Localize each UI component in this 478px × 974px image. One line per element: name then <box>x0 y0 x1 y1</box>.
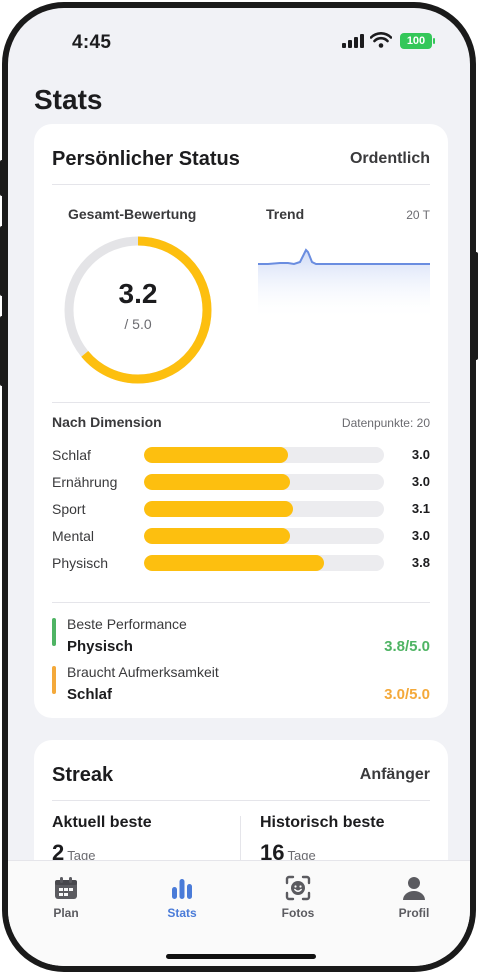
person-icon <box>403 877 425 900</box>
page-title: Stats <box>34 84 103 115</box>
dimension-value: 3.8 <box>411 555 430 570</box>
dimension-value: 3.1 <box>411 501 430 516</box>
tab-label: Fotos <box>281 906 315 920</box>
overall-rating-ring: 3.2 / 5.0 <box>60 232 216 388</box>
historic-streak: Historisch beste 16 Tage <box>260 814 384 866</box>
trend-line <box>258 248 430 266</box>
dimension-bar-track <box>144 447 384 463</box>
ring-progress <box>64 236 212 384</box>
streak-level-badge: Anfänger <box>359 766 430 783</box>
dimension-label-text: Physisch <box>52 555 109 571</box>
current-streak: Aktuell beste 2 Tage <box>52 814 152 866</box>
best-performance: Beste Performance Physisch 3.8/5.0 <box>52 616 430 664</box>
attention-score: 3.0/5.0 <box>384 686 430 703</box>
trend-area <box>258 250 430 320</box>
signal-icon <box>342 34 364 48</box>
screen: 4:45 100 Stats Persönlicher Status Orden… <box>8 8 470 966</box>
dimension-value: 3.0 <box>411 474 430 489</box>
attention-dimension-name: Schlaf <box>67 686 113 703</box>
home-indicator[interactable] <box>166 954 316 959</box>
dimension-row-sport: Sport 3.1 <box>52 498 430 520</box>
dimension-label-text: Schlaf <box>52 447 91 463</box>
dimension-value: 3.0 <box>411 447 430 462</box>
dimension-row-physisch: Physisch 3.8 <box>52 552 430 574</box>
calendar-icon <box>55 877 77 899</box>
tab-fotos[interactable]: Fotos <box>258 875 338 920</box>
current-streak-unit: Tage <box>67 848 96 863</box>
face-scan-icon <box>285 875 311 901</box>
dimension-label-text: Ernährung <box>52 474 118 490</box>
divider <box>52 184 430 185</box>
dimension-row-mental: Mental 3.0 <box>52 525 430 547</box>
wifi-icon <box>370 32 392 48</box>
overall-rating-label: Gesamt-Bewertung <box>68 206 197 222</box>
attention-indicator-bar <box>52 666 56 694</box>
personal-status-card: Persönlicher Status Ordentlich Gesamt-Be… <box>34 124 448 718</box>
side-button-power <box>474 252 478 360</box>
needs-attention: Braucht Aufmerksamkeit Schlaf 3.0/5.0 <box>52 664 430 712</box>
current-streak-label: Aktuell beste <box>52 814 152 831</box>
dimension-bar-fill <box>144 501 293 517</box>
status-level-badge: Ordentlich <box>349 150 430 167</box>
best-indicator-bar <box>52 618 56 646</box>
best-dimension-name: Physisch <box>67 638 133 655</box>
divider <box>52 602 430 603</box>
dimension-value: 3.0 <box>411 528 430 543</box>
dimension-bar-track <box>144 501 384 517</box>
best-score: 3.8/5.0 <box>384 638 430 655</box>
historic-streak-unit: Tage <box>287 848 316 863</box>
dimension-bar-fill <box>144 528 291 544</box>
streak-divider <box>240 816 241 876</box>
tab-profil[interactable]: Profil <box>374 875 454 920</box>
dimension-bar-fill <box>144 555 324 571</box>
dimension-bar-track <box>144 528 384 544</box>
dimension-row-ernaehrung: Ernährung 3.0 <box>52 471 430 493</box>
battery-indicator: 100 <box>400 33 435 49</box>
tab-bar: Plan Stats Fotos Pro <box>8 860 470 966</box>
overall-score: 3.2 <box>118 278 158 309</box>
dimension-label-text: Mental <box>52 528 95 544</box>
rating-ring-chart <box>64 236 212 384</box>
trend-period: 20 T <box>406 208 430 222</box>
overall-score-max: / 5.0 <box>124 316 152 332</box>
best-caption: Beste Performance <box>67 616 187 632</box>
dimension-label: Nach Dimension <box>52 414 162 430</box>
tab-stats[interactable]: Stats <box>142 875 222 920</box>
dimension-bar-track <box>144 474 384 490</box>
dimension-bar-track <box>144 555 384 571</box>
divider <box>52 800 430 801</box>
attention-caption: Braucht Aufmerksamkeit <box>67 664 219 680</box>
streak-card-header: Streak Anfänger <box>52 764 430 794</box>
tab-label: Stats <box>167 906 197 920</box>
divider <box>52 402 430 403</box>
streak-card-title: Streak <box>52 764 114 786</box>
data-points-count: Datenpunkte: 20 <box>341 416 430 430</box>
status-bar: 4:45 100 <box>8 8 470 68</box>
status-card-header: Persönlicher Status Ordentlich <box>52 148 430 178</box>
dimension-bar-fill <box>144 447 288 463</box>
current-streak-value-wrap: 2 Tage <box>52 840 152 866</box>
trend-label: Trend <box>266 206 305 222</box>
dimension-bar-fill <box>144 474 291 490</box>
tab-plan[interactable]: Plan <box>26 875 106 920</box>
bar-chart-icon <box>172 879 192 899</box>
tab-label: Plan <box>53 906 79 920</box>
historic-streak-label: Historisch beste <box>260 814 385 831</box>
trend-sparkline <box>258 248 430 320</box>
dimension-row-schlaf: Schlaf 3.0 <box>52 444 430 466</box>
status-card-title: Persönlicher Status <box>52 148 240 170</box>
status-time: 4:45 <box>72 32 112 53</box>
tab-label: Profil <box>398 906 430 920</box>
dimension-label-text: Sport <box>52 501 86 517</box>
current-streak-value: 2 <box>52 840 65 865</box>
